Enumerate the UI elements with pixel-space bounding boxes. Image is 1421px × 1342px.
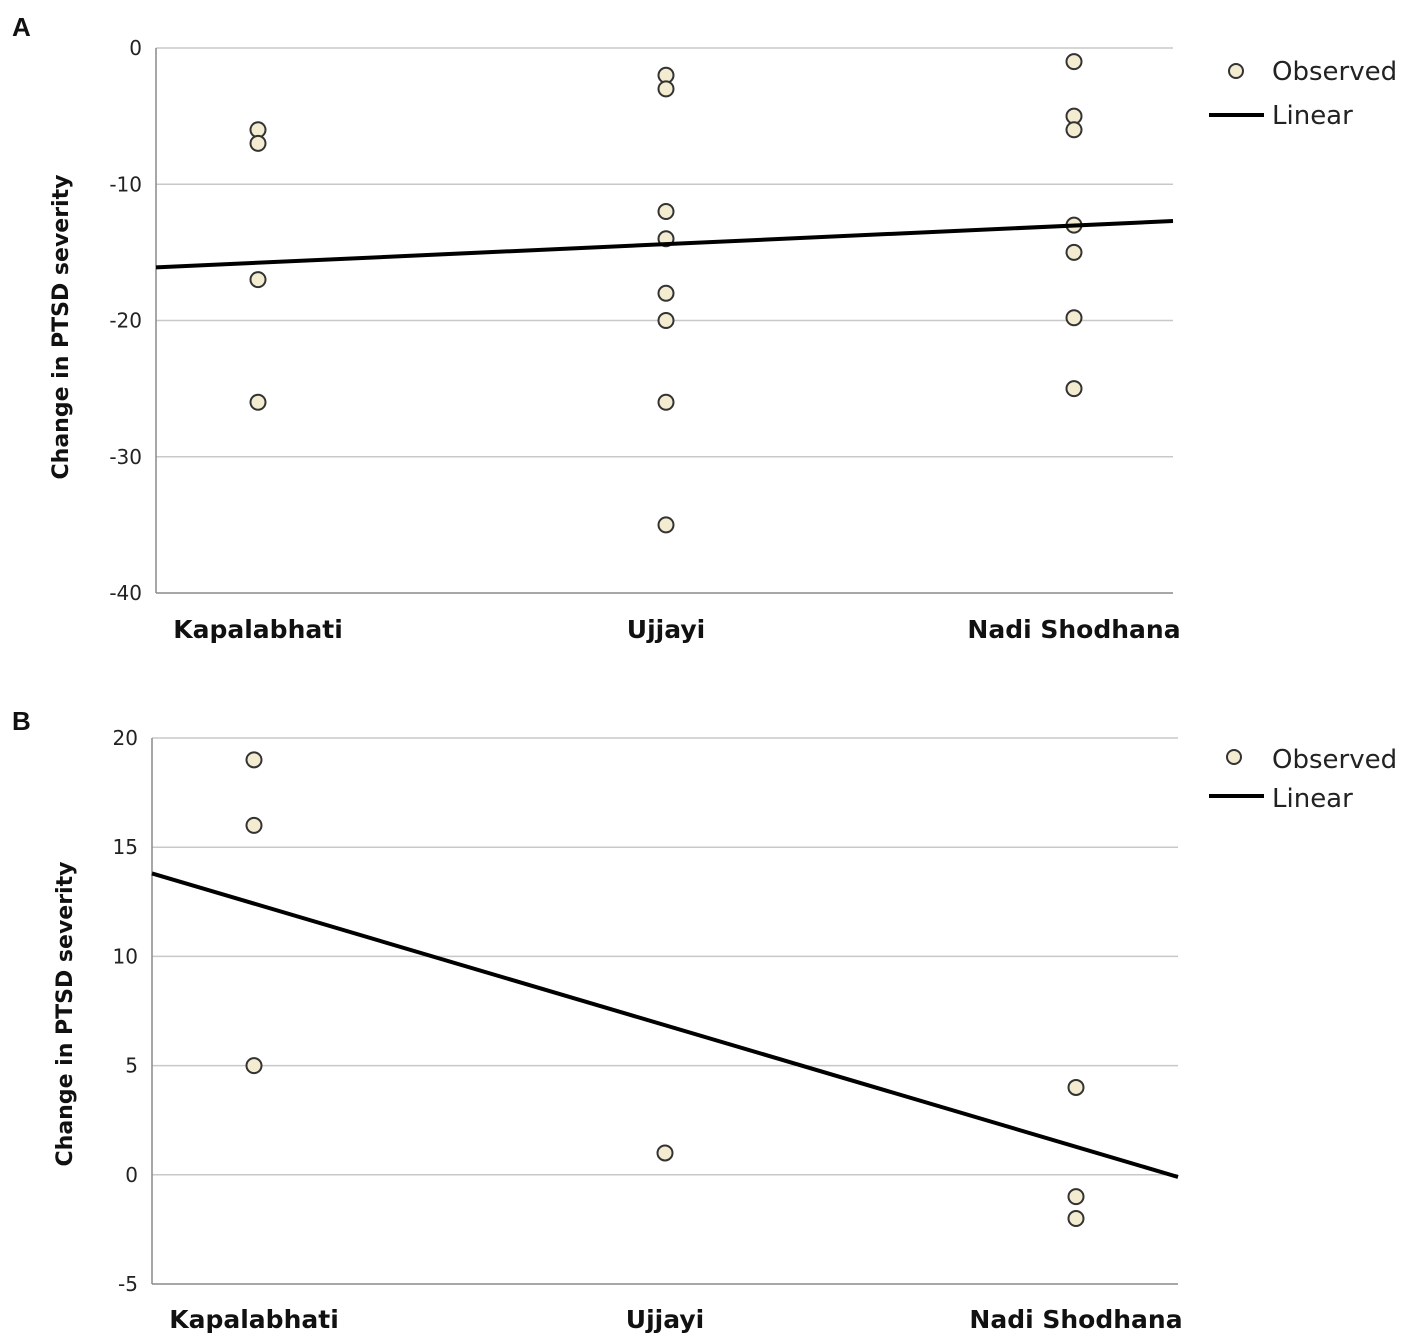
panel-b-legend-observed-label: Observed: [1272, 745, 1397, 775]
panel-a-legend-observed-marker: [1228, 63, 1244, 79]
panel-a-y-tick-label: -40: [109, 581, 142, 605]
panel-a-observed-point: [657, 80, 675, 98]
panel-a-letter: A: [12, 12, 31, 42]
panel-b-x-tick-label: Ujjayi: [626, 1305, 704, 1334]
panel-a-observed-point: [1065, 53, 1083, 71]
panel-b-legend: Observed Linear: [1209, 745, 1397, 814]
panel-b-y-axis-label: Change in PTSD severity: [53, 862, 78, 1167]
panel-b-observed-point: [245, 1057, 263, 1075]
panel-b-observed-point: [245, 751, 263, 769]
panel-a-observed-point: [657, 312, 675, 329]
panel-a-observed-point: [1065, 309, 1083, 327]
panel-b-linear-fit-line: [151, 871, 1179, 1179]
panel-b-observed-point: [245, 816, 263, 834]
panel-a-x-tick-label: Ujjayi: [627, 615, 705, 644]
panel-b-letter: B: [12, 706, 31, 736]
panel-b-y-tick-label: 15: [113, 835, 138, 859]
panel-a-observed-point: [249, 134, 267, 152]
panel-b-y-tick-label: 5: [125, 1054, 138, 1078]
panel-b-y-tick-label: 20: [113, 726, 138, 750]
panel-a-y-tick-label: -30: [109, 445, 142, 469]
panel-b: B 20 15 10 5 0 -5 Kapalabhati Ujjayi Nadi Shodh…: [12, 706, 1397, 1334]
panel-a-observed-point: [1065, 121, 1083, 139]
panel-a-linear-fit-line: [155, 219, 1174, 270]
panel-b-y-tick-label: 0: [125, 1163, 138, 1187]
panel-b-x-tick-label: Kapalabhati: [169, 1305, 339, 1334]
panel-b-observed-point: [1067, 1078, 1085, 1096]
panel-a: A 0 -10 -20 -30 -40 Kapalabhati Ujjayi Nadi Sh…: [12, 12, 1397, 644]
panel-b-observed-point: [1067, 1188, 1085, 1206]
panel-b-y-tick-label: 10: [113, 944, 138, 968]
panel-a-legend-linear-label: Linear: [1272, 101, 1353, 131]
panel-a-observed-point: [657, 516, 675, 534]
panel-a-y-tick-label: -10: [109, 172, 142, 196]
panel-a-y-tick-label: 0: [129, 36, 142, 60]
panel-a-y-axis-label: Change in PTSD severity: [49, 175, 74, 480]
panel-a-observed-point: [249, 271, 267, 289]
panel-b-observed-point: [1067, 1209, 1085, 1227]
panel-a-observed-point: [249, 393, 267, 411]
panel-a-observed-point: [1065, 243, 1083, 261]
panel-a-observed-point: [657, 284, 675, 302]
panel-b-y-tick-label: -5: [118, 1272, 138, 1296]
panel-b-legend-linear-label: Linear: [1272, 784, 1353, 814]
panel-b-x-tick-label: Nadi Shodhana: [969, 1305, 1182, 1334]
panel-a-legend-observed-label: Observed: [1272, 57, 1397, 87]
panel-a-observed-point: [657, 203, 675, 220]
panel-a-x-tick-label: Nadi Shodhana: [967, 615, 1180, 644]
panel-a-observed-point: [657, 393, 675, 411]
panel-b-legend-observed-marker: [1226, 749, 1242, 765]
panel-a-y-tick-label: -20: [109, 309, 142, 333]
panel-a-x-tick-label: Kapalabhati: [173, 615, 343, 644]
panel-a-legend: Observed Linear: [1209, 57, 1397, 131]
panel-b-observed-point: [656, 1144, 674, 1162]
panel-a-observed-point: [1065, 380, 1083, 398]
